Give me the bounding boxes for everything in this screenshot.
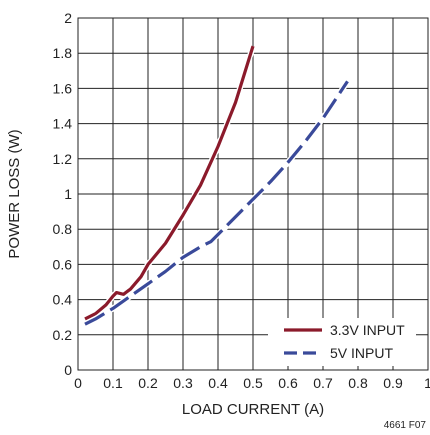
y-tick-label: 0 [64,362,72,378]
y-tick-label: 0.6 [53,256,73,272]
y-tick-label: 1.4 [53,116,73,132]
x-tick-label: 0.9 [383,375,403,391]
figure-id: 4661 F07 [384,420,427,431]
y-tick-label: 1.2 [53,151,73,167]
series-halo [83,79,351,327]
x-axis-label: LOAD CURRENT (A) [182,401,324,418]
plot-frame [77,17,429,371]
x-tick-label: 0 [74,375,82,391]
legend-label-3-3v-input: 3.3V INPUT [330,322,405,338]
legend-background [268,318,416,366]
y-tick-label: 2 [64,10,72,26]
series-line-5v-input [84,80,349,326]
y-tick-label: 0.8 [53,221,73,237]
y-tick-label: 0.2 [53,327,73,343]
y-axis-label: POWER LOSS (W) [6,129,23,258]
y-tick-label: 1 [64,186,72,202]
y-tick-label: 1.8 [53,45,73,61]
series-halo [83,45,256,322]
x-tick-label: 0.1 [103,375,123,391]
y-tick-label: 1.6 [53,80,73,96]
grid-lines [77,17,429,371]
x-tick-label: 1 [424,375,430,391]
series-layer [83,45,351,327]
x-tick-label: 0.2 [138,375,158,391]
x-tick-label: 0.5 [243,375,263,391]
x-tick-label: 0.8 [348,375,368,391]
legend-label-5v-input: 5V INPUT [330,345,393,361]
x-tick-label: 0.3 [173,375,193,391]
x-tick-label: 0.7 [313,375,333,391]
series-line-3-3v-input [84,45,255,321]
x-tick-label: 0.4 [208,375,228,391]
y-tick-label: 0.4 [53,292,73,308]
tick-labels: 0 0.1 0.2 0.3 0.4 0.5 0.6 0.7 0.8 0.9 1 0 0.2 0.4 0.6 0… [53,10,430,391]
x-tick-label: 0.6 [278,375,298,391]
legend: 3.3V INPUT 5V INPUT [268,318,416,366]
